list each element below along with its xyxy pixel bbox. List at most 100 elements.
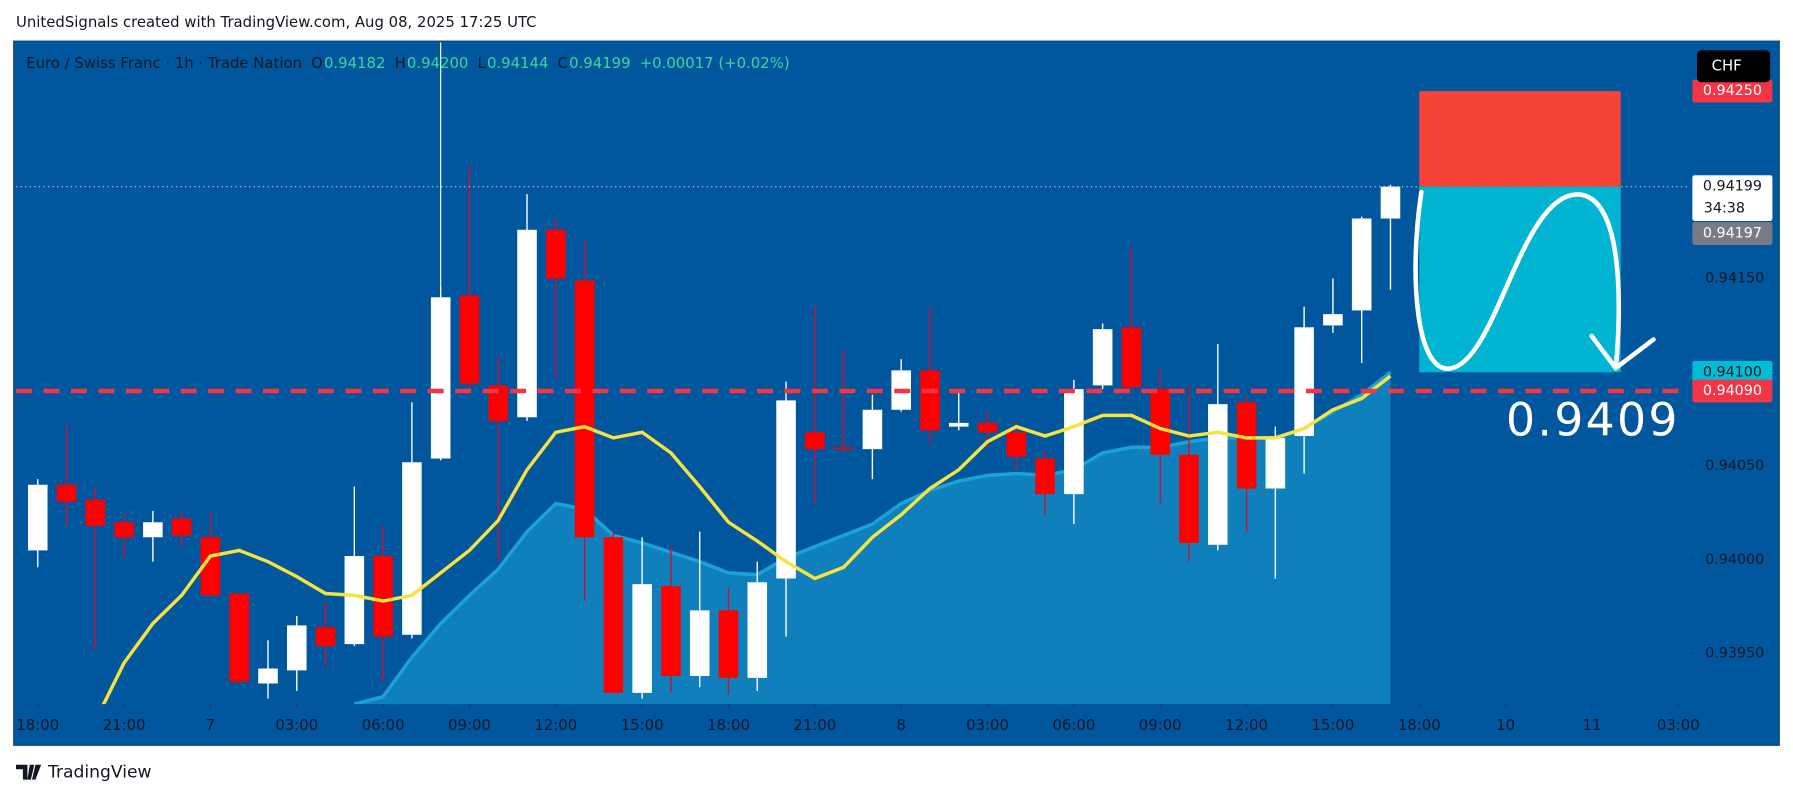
- candle-body: [977, 422, 998, 433]
- candle-body: [171, 518, 192, 536]
- candle-body: [315, 627, 336, 647]
- candle-body: [1294, 327, 1314, 437]
- candle-body: [229, 593, 249, 682]
- x-tick-label: 15:00: [1311, 716, 1354, 734]
- axes: 18:00 21:00 7 03:00 06:00 09:00 12:00 15:00 18:0…: [16, 50, 1773, 734]
- candle-body: [632, 584, 652, 693]
- drawn-curve: [1413, 189, 1622, 371]
- x-tick-label: 03:00: [275, 716, 318, 734]
- candle-body: [200, 537, 221, 596]
- candle-body: [689, 610, 710, 677]
- candle-body: [574, 280, 595, 538]
- stop-zone: [1419, 91, 1621, 187]
- target-zone: [1419, 186, 1621, 373]
- y-tick-label: 0.94000: [1705, 552, 1764, 568]
- price-label: 0.94100: [1703, 364, 1762, 380]
- currency: CHF: [1712, 56, 1742, 74]
- drawn-arrowhead: [1589, 333, 1656, 371]
- candle-body: [661, 586, 681, 677]
- candle-body: [430, 297, 451, 459]
- candle-body: [833, 447, 854, 450]
- candle-body: [258, 668, 278, 684]
- candle-body: [1207, 404, 1228, 545]
- candle-body: [776, 400, 796, 579]
- candle-body: [27, 484, 48, 551]
- candle-body: [1121, 327, 1142, 388]
- plot-area: [16, 42, 1691, 705]
- legend-value: 0.94182: [324, 54, 385, 72]
- candle-body: [862, 409, 883, 450]
- x-tick-label: 12:00: [534, 716, 577, 734]
- candle-body: [1064, 389, 1084, 495]
- x-tick-label: 06:00: [1052, 716, 1095, 734]
- x-tick-label: 09:00: [1139, 716, 1182, 734]
- price-label: 0.94199: [1703, 179, 1762, 195]
- y-tick-label: 0.94050: [1705, 458, 1764, 474]
- candle-body: [1351, 218, 1372, 311]
- legend-key: C: [558, 54, 568, 72]
- symbol: Euro / Swiss Franc · 1h · Trade Nation: [26, 54, 302, 72]
- legend-value: 0.94200: [407, 54, 468, 72]
- legend-value: 0.94144: [487, 54, 548, 72]
- candle-body: [517, 229, 537, 418]
- candle-body: [747, 582, 768, 678]
- candle-body: [920, 370, 940, 431]
- x-tick-label: 09:00: [448, 716, 491, 734]
- x-tick-label: 18:00: [707, 716, 750, 734]
- x-tick-label: 21:00: [103, 716, 146, 734]
- price-label-box: [1692, 175, 1773, 221]
- x-tick-label: 18:00: [1398, 716, 1441, 734]
- x-tick-label: 12:00: [1225, 716, 1268, 734]
- x-tick-label: 18:00: [16, 716, 59, 734]
- y-tick-label: 0.93950: [1705, 646, 1764, 662]
- x-tick-label: 15:00: [621, 716, 664, 734]
- x-tick-label: 7: [206, 716, 215, 734]
- candle-body: [948, 422, 969, 427]
- candle-body: [459, 295, 480, 384]
- price-label-box: [1692, 79, 1773, 103]
- candle-body: [1035, 458, 1055, 495]
- y-tick-label: 0.94150: [1705, 271, 1764, 287]
- candle-body: [1323, 314, 1343, 326]
- legend-key: H: [395, 54, 406, 72]
- candle-body: [1092, 329, 1113, 386]
- candle-body: [114, 522, 134, 538]
- price-label: 0.94090: [1703, 383, 1762, 399]
- legend-key: L: [478, 54, 487, 72]
- legend-value: 0.94199: [569, 54, 630, 72]
- x-tick-label: 10: [1496, 716, 1515, 734]
- price-label: 0.94197: [1703, 226, 1762, 242]
- x-tick-label: 8: [896, 716, 905, 734]
- candle-body: [1265, 437, 1286, 489]
- legend-row: Euro / Swiss Franc · 1h · Trade Nation O…: [26, 54, 789, 72]
- price-label-box: [1692, 360, 1773, 384]
- candle-body: [1179, 454, 1199, 543]
- candle-body: [546, 229, 566, 279]
- currency-box: [1696, 50, 1771, 83]
- candle-body: [488, 385, 509, 422]
- candle-body: [1380, 186, 1401, 219]
- x-tick-label: 03:00: [966, 716, 1009, 734]
- candle-body: [373, 556, 393, 637]
- x-tick-label: 03:00: [1657, 716, 1700, 734]
- logo: TradingView: [16, 763, 152, 783]
- indicator-line: [101, 374, 1392, 705]
- price-label-box: [1692, 222, 1773, 245]
- chart-title: UnitedSignals created with TradingView.c…: [16, 13, 537, 31]
- legend-change: +0.00017 (+0.02%): [640, 54, 790, 72]
- x-tick-label: 06:00: [362, 716, 405, 734]
- legend-key: O: [311, 54, 323, 72]
- candle-body: [85, 499, 106, 527]
- annotation: 0.9409: [1506, 393, 1680, 446]
- footer: TradingView: [47, 763, 151, 783]
- x-tick-label: 11: [1582, 716, 1601, 734]
- candle-body: [1006, 432, 1027, 457]
- candle-body: [718, 610, 739, 678]
- candle-body: [1236, 402, 1257, 489]
- candle-body: [1150, 389, 1171, 455]
- candle-body: [603, 537, 624, 693]
- candle-body: [344, 556, 365, 645]
- price-label-box: [1692, 379, 1773, 403]
